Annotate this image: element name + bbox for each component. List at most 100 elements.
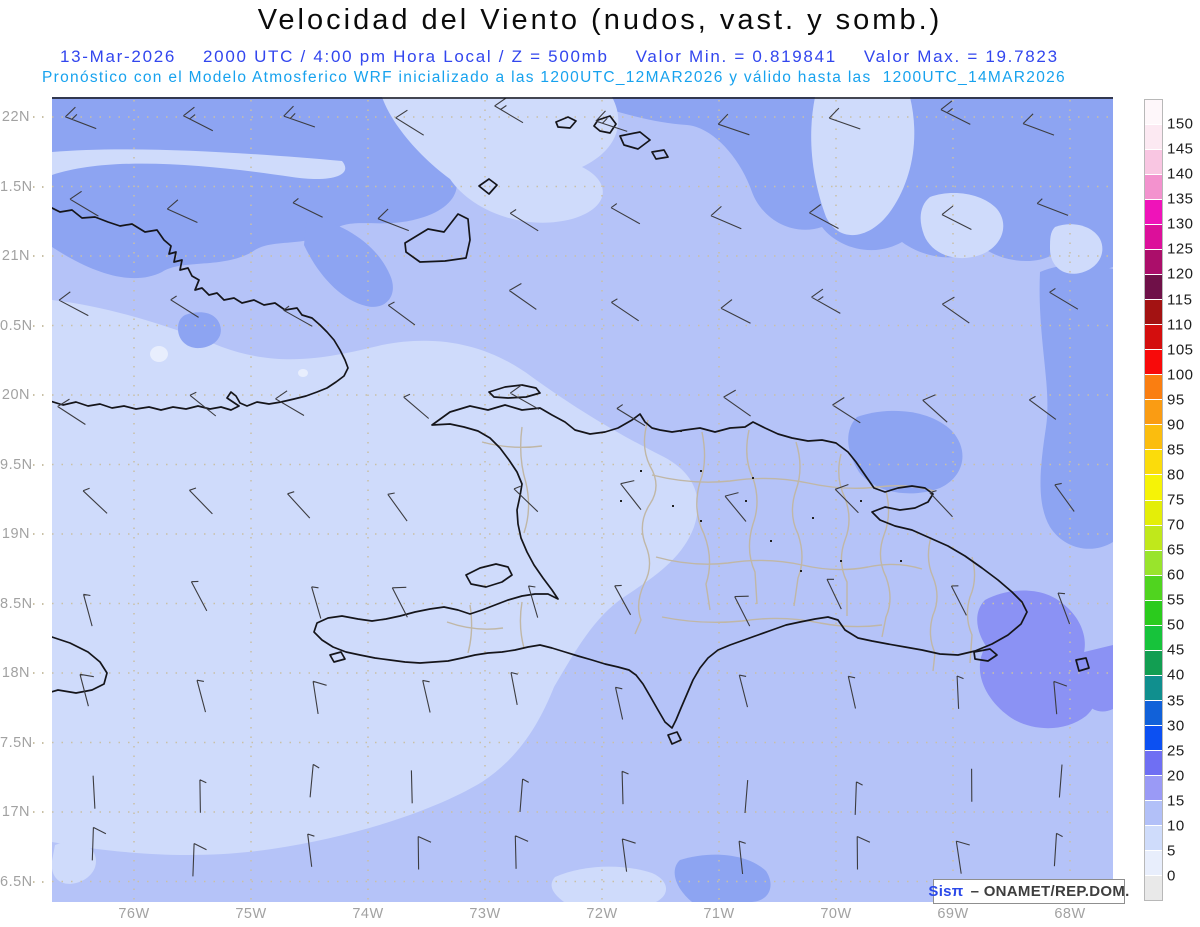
lat-tick-dots	[33, 116, 50, 118]
jamaica-coastline	[52, 636, 108, 694]
page-title: Velocidad del Viento (nudos, vast. y som…	[257, 4, 943, 36]
colorbar-tick-label: 100	[1167, 366, 1194, 384]
colorbar-tick-label: 10	[1167, 817, 1185, 835]
map-canvas	[52, 97, 1113, 902]
vache-island	[329, 651, 346, 663]
credit-badge: Sisπ – ONAMET/REP.DOM.	[928, 879, 1129, 904]
colorbar-tick-label: 140	[1167, 165, 1194, 183]
lon-tick-label: 70W	[820, 906, 852, 922]
lon-tick-label: 75W	[235, 906, 267, 922]
lat-tick-label: 20N	[1, 387, 30, 403]
colorbar-segment	[1145, 299, 1162, 325]
lat-tick-dots	[33, 324, 50, 327]
colorbar-tick-label: 115	[1167, 291, 1193, 308]
colorbar	[1144, 99, 1163, 901]
colorbar-segment	[1145, 149, 1162, 175]
colorbar-tick-label: 65	[1167, 541, 1185, 559]
caicos-islands	[555, 115, 669, 160]
valid-time-level: 2000 UTC / 4:00 pm Hora Local / Z = 500m…	[203, 47, 609, 66]
colorbar-tick-label: 0	[1167, 867, 1176, 885]
lon-tick-label: 71W	[703, 906, 735, 922]
graticule-grid	[52, 100, 1112, 900]
colorbar-segment	[1145, 574, 1162, 600]
shading-calm-0-5kt	[150, 346, 308, 377]
lat-tick-label: 1.5N	[0, 178, 33, 195]
colorbar-tick-label: 130	[1167, 215, 1194, 233]
colorbar-segment	[1145, 124, 1162, 150]
gonave-island	[465, 563, 513, 588]
colorbar-segment	[1145, 849, 1162, 875]
colorbar-tick-label: 45	[1167, 641, 1185, 659]
colorbar-tick-label: 105	[1167, 341, 1194, 359]
shading-light-5-10kt	[52, 97, 1103, 902]
colorbar-tick-label: 90	[1167, 416, 1185, 434]
colorbar-segment	[1145, 774, 1162, 800]
lat-tick-dots	[33, 811, 50, 813]
colorbar-tick-label: 70	[1167, 516, 1185, 534]
beata-island	[667, 731, 682, 745]
colorbar-segment	[1145, 199, 1162, 225]
colorbar-tick-label: 60	[1167, 566, 1185, 584]
colorbar-tick-label: 150	[1167, 115, 1194, 133]
colorbar-segment	[1145, 249, 1162, 275]
colorbar-tick-label: 30	[1167, 717, 1185, 735]
colorbar-segment	[1145, 649, 1162, 675]
lat-tick-label: 19N	[1, 526, 30, 542]
lat-tick-dots	[33, 255, 50, 257]
hispaniola-coastline	[313, 404, 1028, 729]
colorbar-segment	[1145, 749, 1162, 775]
lon-tick-label: 74W	[352, 906, 384, 922]
lat-tick-label: 9.5N	[0, 456, 33, 473]
lat-tick-dots	[33, 394, 50, 396]
credit-text: – ONAMET/REP.DOM.	[970, 883, 1130, 900]
great-inagua-island	[404, 213, 471, 263]
colorbar-segment	[1145, 599, 1162, 625]
max-value-label: Valor Max. = 19.7823	[863, 47, 1059, 66]
lat-tick-label: 18N	[1, 665, 30, 681]
colorbar-tick-label: 20	[1167, 767, 1185, 785]
little-inagua-island	[478, 178, 498, 195]
colorbar-tick-label: 135	[1167, 190, 1194, 208]
lat-tick-label: 21N	[1, 248, 30, 264]
colorbar-tick-label: 85	[1167, 441, 1185, 459]
colorbar-segment	[1145, 224, 1162, 250]
colorbar-tick-label: 40	[1167, 666, 1185, 684]
colorbar-segment	[1145, 324, 1162, 350]
subtitle-line2: Pronóstico con el Modelo Atmosferico WRF…	[42, 69, 1066, 86]
lat-tick-dots	[33, 880, 50, 883]
colorbar-tick-label: 120	[1167, 265, 1194, 283]
subtitle-line1: 13-Mar-2026 2000 UTC / 4:00 pm Hora Loca…	[60, 47, 1059, 67]
lat-tick-dots	[33, 672, 50, 674]
colorbar-segment	[1145, 424, 1162, 450]
colorbar-tick-label: 95	[1167, 391, 1185, 409]
colorbar-segment	[1145, 549, 1162, 575]
colorbar-segment	[1145, 624, 1162, 650]
lat-tick-label: 17N	[1, 804, 30, 820]
colorbar-segment	[1145, 499, 1162, 525]
colorbar-segment	[1145, 274, 1162, 300]
lon-tick-label: 72W	[586, 906, 618, 922]
colorbar-tick-label: 55	[1167, 591, 1185, 609]
valid-date: 13-Mar-2026	[60, 47, 177, 66]
saona-island	[973, 648, 998, 662]
colorbar-segment	[1145, 349, 1162, 375]
colorbar-segment	[1145, 674, 1162, 700]
colorbar-tick-label: 25	[1167, 742, 1185, 760]
colorbar-segment	[1145, 399, 1162, 425]
lat-tick-dots	[33, 463, 50, 466]
colorbar-segment	[1145, 174, 1162, 200]
colorbar-segment	[1145, 524, 1162, 550]
colorbar-segment	[1145, 824, 1162, 850]
colorbar-segment	[1145, 374, 1162, 400]
colorbar-segment	[1145, 724, 1162, 750]
colorbar-segment	[1145, 799, 1162, 825]
lat-tick-label: 0.5N	[0, 317, 33, 334]
map-area	[52, 97, 1113, 902]
colorbar-segment	[1145, 449, 1162, 475]
wind-barbs	[57, 97, 1079, 877]
lon-tick-label: 76W	[118, 906, 150, 922]
colorbar-tick-label: 15	[1167, 792, 1185, 810]
station-dots	[620, 430, 902, 572]
lat-tick-dots	[33, 533, 50, 535]
